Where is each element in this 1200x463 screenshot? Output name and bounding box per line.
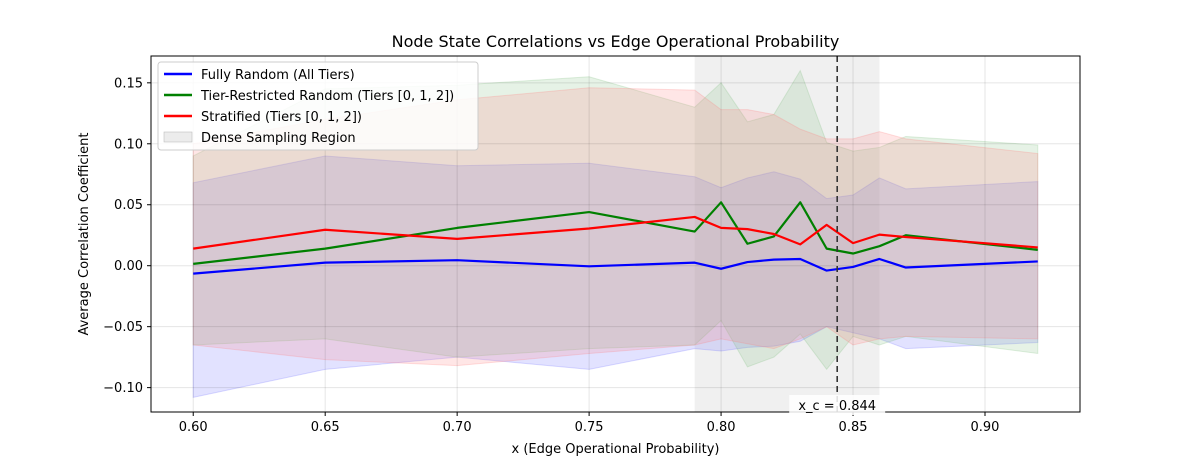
dense-sampling-region xyxy=(694,56,880,412)
y-tick-label-5: 0.15 xyxy=(114,76,143,91)
x-tick-label-4: 0.80 xyxy=(707,420,736,435)
series-lines-layer xyxy=(193,201,1038,275)
x-tick-label-5: 0.85 xyxy=(839,420,868,435)
y-axis-label: Average Correlation Coefficient xyxy=(77,132,92,335)
chart-title: Node State Correlations vs Edge Operatio… xyxy=(392,32,840,51)
series-line-tier-restricted-random-tiers-0-1-2 xyxy=(193,201,1038,265)
y-tick-label-3: 0.05 xyxy=(114,198,143,213)
legend-entry-fully-random: Fully Random (All Tiers) xyxy=(201,68,355,83)
x-tick-label-0: 0.60 xyxy=(179,420,208,435)
legend-box xyxy=(157,61,479,151)
y-tick-label-0: −0.10 xyxy=(103,381,143,396)
series-line-stratified-tiers-0-1-2 xyxy=(193,215,1038,250)
legend-entry-dense-region: Dense Sampling Region xyxy=(201,131,356,146)
legend: Fully Random (All Tiers) Tier-Restricted… xyxy=(157,61,479,151)
critical-value-annotation-box xyxy=(789,395,886,415)
critical-value-annotation-text: x_c = 0.844 xyxy=(798,399,876,414)
x-tick-label-6: 0.90 xyxy=(971,420,1000,435)
critical-value-annotation: x_c = 0.844 xyxy=(789,395,886,415)
x-tick-label-1: 0.65 xyxy=(311,420,340,435)
legend-entry-stratified: Stratified (Tiers [0, 1, 2]) xyxy=(201,110,362,125)
plot-frame xyxy=(150,55,1081,413)
legend-swatch-dense-region xyxy=(163,131,193,143)
confidence-bands-layer xyxy=(192,69,1039,398)
legend-entry-tier-restricted: Tier-Restricted Random (Tiers [0, 1, 2]) xyxy=(200,89,454,104)
series-line-fully-random-all-tiers xyxy=(193,257,1038,275)
tick-layer: 0.60 0.65 0.70 0.75 0.80 0.85 0.90 −0.10 −0.05 0.… xyxy=(103,76,999,435)
y-tick-label-4: 0.10 xyxy=(114,137,143,152)
x-tick-label-3: 0.75 xyxy=(575,420,604,435)
x-tick-label-2: 0.70 xyxy=(443,420,472,435)
y-tick-label-1: −0.05 xyxy=(103,320,143,335)
dense-sampling-region-layer xyxy=(694,56,880,412)
x-axis-label: x (Edge Operational Probability) xyxy=(512,442,720,457)
band-fully-random-all-tiers xyxy=(192,155,1039,398)
y-tick-label-2: 0.00 xyxy=(114,259,143,274)
